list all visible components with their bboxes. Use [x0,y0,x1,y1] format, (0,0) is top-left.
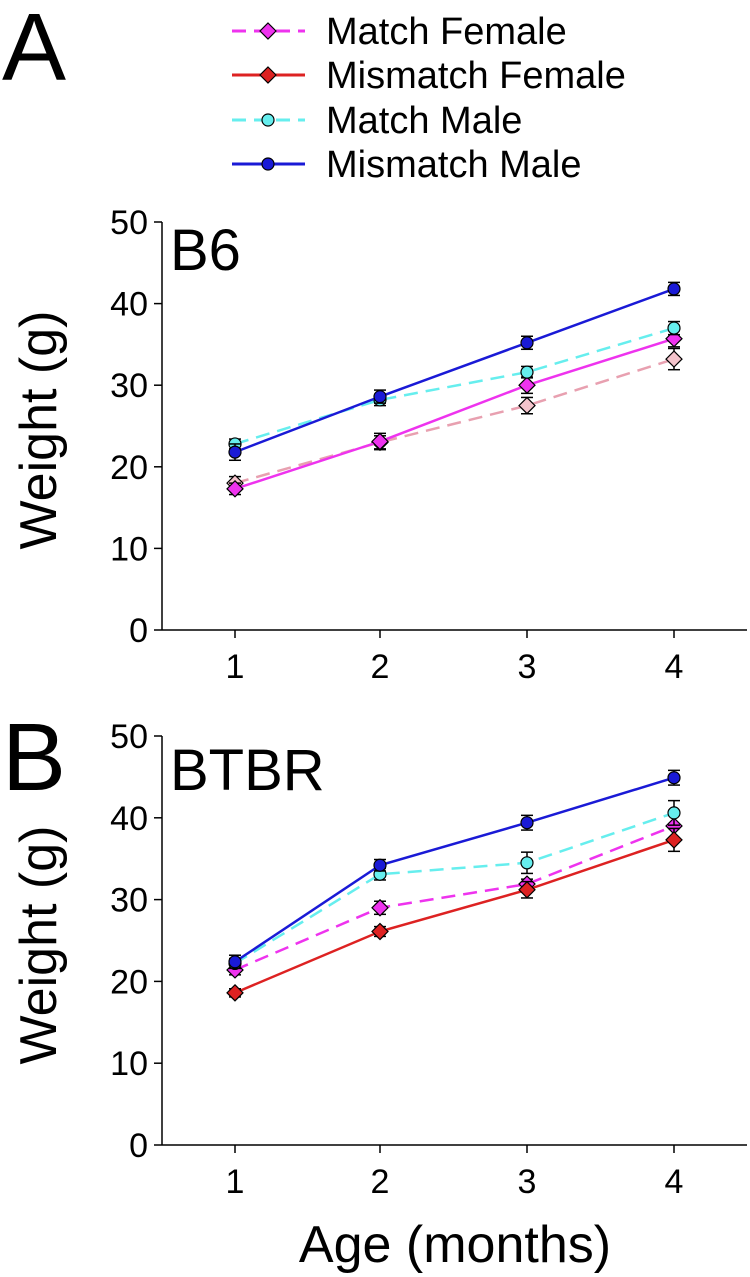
panel-b-y-tick-label: 40 [110,800,148,838]
panel-a-point-match-male [520,365,534,379]
panel-a-y-tick-label: 40 [110,286,148,324]
legend-label-match-female: Match Female [326,11,567,53]
panel-a-series-mismatch-male [228,281,681,462]
panel-b-title: BTBR [170,738,325,803]
panel-a-point-match-female [665,350,683,368]
panel-b-line-mismatch-female [234,838,675,995]
panel-a-chart: B6 Weight (g) 0 10 20 30 40 50 1 2 3 4 [10,204,747,686]
x-axis-label: Age (months) [299,1216,611,1274]
panel-a-point-mismatch-female [226,479,244,498]
panel-b-point-mismatch-male [373,858,387,872]
panel-letter-a: A [2,0,66,101]
legend-item-match-male: Match Male [232,100,522,142]
panel-b-x-tick-label: 3 [518,1163,537,1201]
panel-b-x-tick-label: 1 [226,1163,245,1201]
panel-a-line-mismatch-male [234,287,675,454]
legend-marker-match-female [259,22,277,40]
panel-a-point-mismatch-male [373,390,387,404]
panel-a-line-mismatch-female [234,337,675,491]
panel-a-ylabel: Weight (g) [10,311,68,550]
legend-label-mismatch-male: Mismatch Male [326,144,582,186]
panel-b-series-mismatch-female [226,827,683,1002]
panel-b-point-mismatch-female [665,831,683,849]
panel-b-series-match-female [226,812,683,979]
legend-marker-mismatch-female [259,66,277,84]
legend-item-mismatch-female: Mismatch Female [232,55,626,97]
panel-b-ylabel: Weight (g) [10,826,68,1065]
panel-b-point-mismatch-female [371,922,389,941]
panel-a-x-tick-label: 3 [518,648,537,686]
panel-a-point-mismatch-male [228,445,242,459]
panel-a-point-mismatch-female [371,432,389,451]
panel-b-y-tick-label: 30 [110,882,148,920]
panel-a-title: B6 [170,218,241,283]
panel-a-series-match-male [228,320,681,451]
panel-a-point-match-male [667,321,681,335]
panel-b-point-mismatch-male [520,816,534,830]
panel-b-y-tick-label: 10 [110,1045,148,1083]
panel-a-point-mismatch-male [667,282,681,296]
legend-marker-match-male [261,113,275,127]
panel-a-x-tick-label: 4 [665,648,684,686]
panel-a-point-mismatch-male [520,336,534,350]
panel-b-point-mismatch-female [518,880,536,899]
panel-b-point-match-male [667,806,681,820]
panel-a-point-mismatch-female [518,376,536,395]
panel-b-series-mismatch-male [228,769,681,970]
panel-b-y-tick-label: 50 [110,718,148,756]
panel-b-y-tick-label: 20 [110,963,148,1001]
panel-b-x-tick-label: 4 [665,1163,684,1201]
panel-b-point-match-female [371,898,389,917]
panel-b-point-match-male [520,856,534,870]
panel-a-x-tick-label: 1 [226,648,245,686]
legend: Match Female Mismatch Female Match Male … [232,11,626,186]
panel-b-chart: BTBR Weight (g) 0 10 20 30 40 50 1 2 3 4 [10,718,747,1201]
panel-a-point-match-female [518,396,536,415]
legend-item-match-female: Match Female [232,11,567,53]
panel-b-x-tick-label: 2 [371,1163,390,1201]
panel-b-point-mismatch-male [228,955,242,969]
panel-a-y-tick-label: 30 [110,367,148,405]
legend-item-mismatch-male: Mismatch Male [232,144,582,186]
panel-a-y-tick-label: 10 [110,530,148,568]
panel-letter-b: B [2,704,66,811]
panel-a-y-tick-label: 20 [110,449,148,487]
panel-b-line-match-female [234,824,675,972]
panel-a-line-match-male [234,326,675,446]
panel-b-line-mismatch-male [234,776,675,963]
panel-a-x-tick-label: 2 [371,648,390,686]
panel-b-point-mismatch-female [226,984,244,1002]
legend-label-mismatch-female: Mismatch Female [326,55,626,97]
panel-a-line-match-female [234,357,675,485]
panel-a-y-tick-label: 0 [129,612,148,650]
legend-label-match-male: Match Male [326,100,522,142]
panel-a-y-tick-label: 50 [110,204,148,242]
legend-marker-mismatch-male [261,157,275,171]
panel-b-y-tick-label: 0 [129,1127,148,1165]
panel-a-series-mismatch-female [226,329,683,498]
panel-b-line-match-male [234,811,675,965]
panel-b-point-mismatch-male [667,771,681,785]
